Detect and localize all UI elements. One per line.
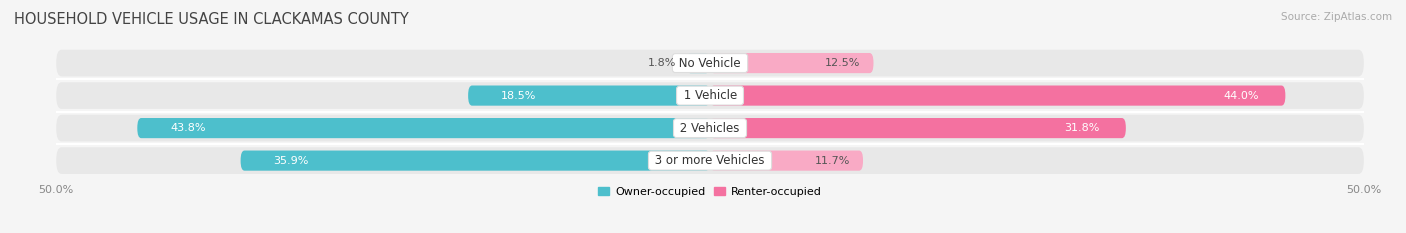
Text: 1.8%: 1.8% xyxy=(648,58,676,68)
Text: 12.5%: 12.5% xyxy=(825,58,860,68)
Text: 31.8%: 31.8% xyxy=(1064,123,1099,133)
FancyBboxPatch shape xyxy=(686,53,710,73)
Text: 3 or more Vehicles: 3 or more Vehicles xyxy=(651,154,769,167)
Text: No Vehicle: No Vehicle xyxy=(675,57,745,70)
FancyBboxPatch shape xyxy=(710,151,863,171)
FancyBboxPatch shape xyxy=(56,147,1364,174)
FancyBboxPatch shape xyxy=(710,86,1285,106)
FancyBboxPatch shape xyxy=(56,50,1364,76)
Text: 44.0%: 44.0% xyxy=(1223,91,1260,101)
Text: 1 Vehicle: 1 Vehicle xyxy=(679,89,741,102)
Text: 43.8%: 43.8% xyxy=(170,123,205,133)
Text: HOUSEHOLD VEHICLE USAGE IN CLACKAMAS COUNTY: HOUSEHOLD VEHICLE USAGE IN CLACKAMAS COU… xyxy=(14,12,409,27)
FancyBboxPatch shape xyxy=(138,118,710,138)
Text: 11.7%: 11.7% xyxy=(814,156,851,166)
FancyBboxPatch shape xyxy=(710,53,873,73)
Text: 18.5%: 18.5% xyxy=(501,91,536,101)
FancyBboxPatch shape xyxy=(56,82,1364,109)
FancyBboxPatch shape xyxy=(710,118,1126,138)
Text: 35.9%: 35.9% xyxy=(273,156,309,166)
FancyBboxPatch shape xyxy=(56,115,1364,141)
Text: 2 Vehicles: 2 Vehicles xyxy=(676,122,744,135)
Legend: Owner-occupied, Renter-occupied: Owner-occupied, Renter-occupied xyxy=(593,182,827,201)
FancyBboxPatch shape xyxy=(240,151,710,171)
FancyBboxPatch shape xyxy=(468,86,710,106)
Text: Source: ZipAtlas.com: Source: ZipAtlas.com xyxy=(1281,12,1392,22)
